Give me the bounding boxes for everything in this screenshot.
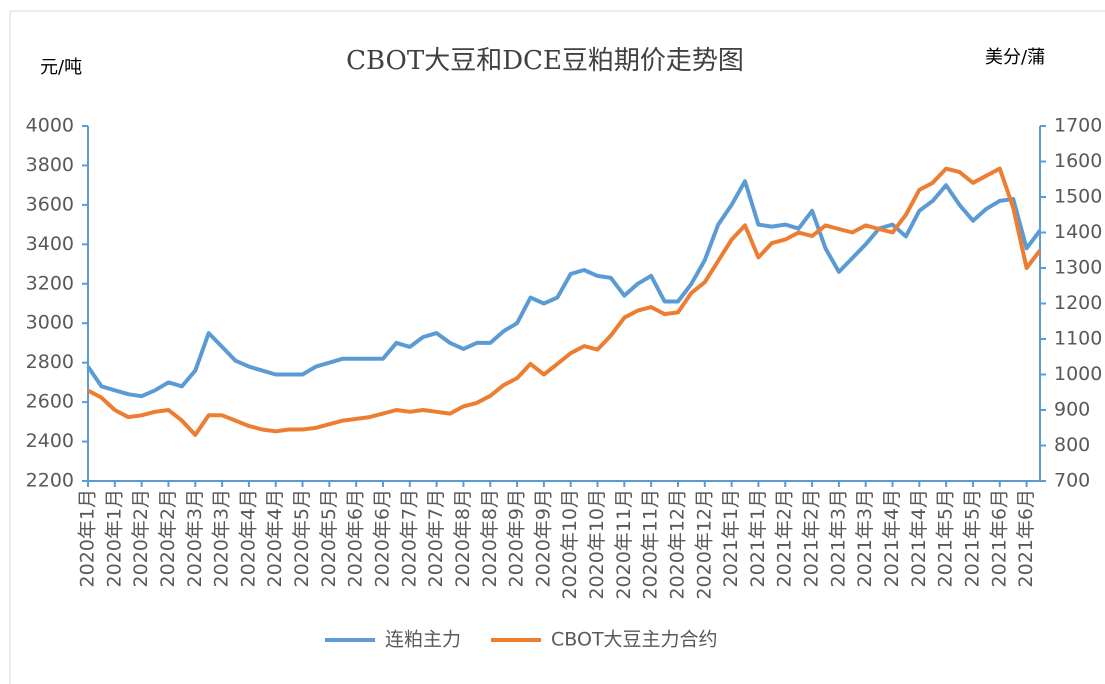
x-tick-label: 2020年9月 [532,489,554,587]
x-tick-label: 2021年2月 [801,489,823,587]
x-tick-label: 2021年3月 [854,489,876,587]
y2-tick-label: 800 [1054,434,1090,456]
y-tick-label: 4000 [26,115,74,137]
y-axis-title: 元/吨 [40,57,82,78]
x-tick-label: 2020年8月 [479,489,501,587]
x-tick-label: 2020年5月 [291,489,313,587]
x-tick-label: 2021年1月 [747,489,769,587]
x-tick-label: 2021年2月 [774,489,796,587]
y2-tick-label: 700 [1054,470,1090,492]
x-tick-label: 2020年4月 [264,489,286,587]
y-tick-label: 2600 [26,391,74,413]
y2-tick-label: 1700 [1054,115,1102,137]
y-tick-label: 3600 [26,193,74,215]
x-tick-label: 2020年6月 [371,489,393,587]
y2-tick-label: 900 [1054,399,1090,421]
x-tick-label: 2020年3月 [211,489,233,587]
y2-tick-label: 1600 [1054,150,1102,172]
y-tick-label: 2800 [26,351,74,373]
x-tick-label: 2021年5月 [961,489,983,587]
x-tick-label: 2020年7月 [398,489,420,587]
series-line [87,166,1042,437]
y2-tick-label: 1500 [1054,186,1102,208]
legend-label: 连粕主力 [385,629,461,651]
x-tick-label: 2021年5月 [935,489,957,587]
x-tick-label: 2021年1月 [720,489,742,587]
x-tick-label: 2021年3月 [827,489,849,587]
y2-tick-label: 1300 [1054,257,1102,279]
x-tick-label: 2020年12月 [666,489,688,600]
legend-label: CBOT大豆主力合约 [551,629,718,651]
x-tick-label: 2021年6月 [1015,489,1037,587]
y-tick-label: 2400 [26,430,74,452]
x-tick-label: 2020年11月 [640,489,662,600]
y2-tick-label: 1200 [1054,292,1102,314]
chart-title: CBOT大豆和DCE豆粕期价走势图 [346,46,744,76]
x-tick-label: 2020年1月 [77,489,99,587]
x-tick-label: 2020年2月 [157,489,179,587]
x-tick-label: 2020年3月 [184,489,206,587]
y-tick-label: 3200 [26,272,74,294]
y-tick-label: 2200 [26,470,74,492]
y2-tick-label: 1000 [1054,363,1102,385]
x-tick-label: 2020年6月 [345,489,367,587]
x-tick-label: 2020年1月 [103,489,125,587]
y-tick-label: 3400 [26,233,74,255]
x-tick-label: 2020年9月 [506,489,528,587]
x-tick-label: 2020年12月 [693,489,715,600]
x-tick-label: 2020年11月 [613,489,635,600]
x-tick-label: 2020年7月 [425,489,447,587]
x-tick-label: 2020年4月 [237,489,259,587]
x-tick-label: 2021年6月 [988,489,1010,587]
x-tick-label: 2020年5月 [318,489,340,587]
y2-tick-label: 1100 [1054,328,1102,350]
x-tick-label: 2021年4月 [908,489,930,587]
x-tick-label: 2020年10月 [586,489,608,600]
x-tick-label: 2020年8月 [452,489,474,587]
y2-tick-label: 1400 [1054,221,1102,243]
y2-axis-title: 美分/蒲 [985,47,1045,68]
x-tick-label: 2020年10月 [559,489,581,600]
x-tick-label: 2021年4月 [881,489,903,587]
y-tick-label: 3000 [26,312,74,334]
frame [9,10,1105,684]
x-tick-label: 2020年2月 [130,489,152,587]
series-line [86,179,1042,399]
y-tick-label: 3800 [26,154,74,176]
